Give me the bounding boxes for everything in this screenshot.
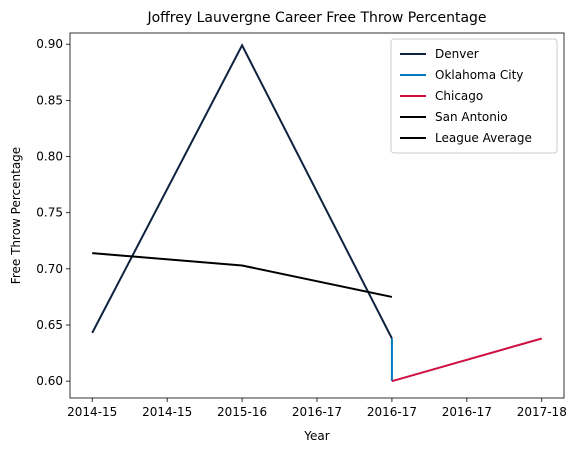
y-tick-label: 0.70 xyxy=(36,262,63,276)
y-tick-label: 0.60 xyxy=(36,374,63,388)
series-line-4 xyxy=(92,252,393,298)
x-tick-label: 2016-17 xyxy=(292,405,342,419)
x-tick-label: 2016-17 xyxy=(442,405,492,419)
x-axis-title: Year xyxy=(303,429,329,443)
legend-label: Chicago xyxy=(435,89,483,103)
y-axis-ticks: 0.60 0.65 0.70 0.75 0.80 0.85 0.90 xyxy=(36,37,70,388)
legend-label: League Average xyxy=(435,131,532,145)
legend-box xyxy=(390,38,558,154)
legend-label: Denver xyxy=(435,47,479,61)
series-line-0 xyxy=(91,43,393,339)
y-tick-label: 0.90 xyxy=(36,37,63,51)
y-tick-label: 0.85 xyxy=(36,93,63,107)
x-tick-label: 2015-16 xyxy=(217,405,267,419)
y-tick-label: 0.65 xyxy=(36,318,63,332)
plot-lines xyxy=(91,43,543,383)
y-tick-label: 0.75 xyxy=(36,206,63,220)
x-tick-label: 2014-15 xyxy=(67,405,117,419)
legend: Denver Oklahoma City Chicago San Antonio Lea… xyxy=(390,38,558,154)
x-tick-label: 2016-17 xyxy=(367,405,417,419)
y-axis-title: Free Throw Percentage xyxy=(9,147,23,284)
series-line-2 xyxy=(391,337,543,383)
x-axis-ticks: 2014-15 2014-15 2015-16 2016-17 2016-17 2016-… xyxy=(67,398,567,419)
x-tick-label: 2017-18 xyxy=(517,405,567,419)
legend-label: Oklahoma City xyxy=(435,68,523,82)
chart-title: Joffrey Lauvergne Career Free Throw Perc… xyxy=(146,10,486,26)
legend-label: San Antonio xyxy=(435,110,508,124)
x-tick-label: 2014-15 xyxy=(142,405,192,419)
y-tick-label: 0.80 xyxy=(36,150,63,164)
